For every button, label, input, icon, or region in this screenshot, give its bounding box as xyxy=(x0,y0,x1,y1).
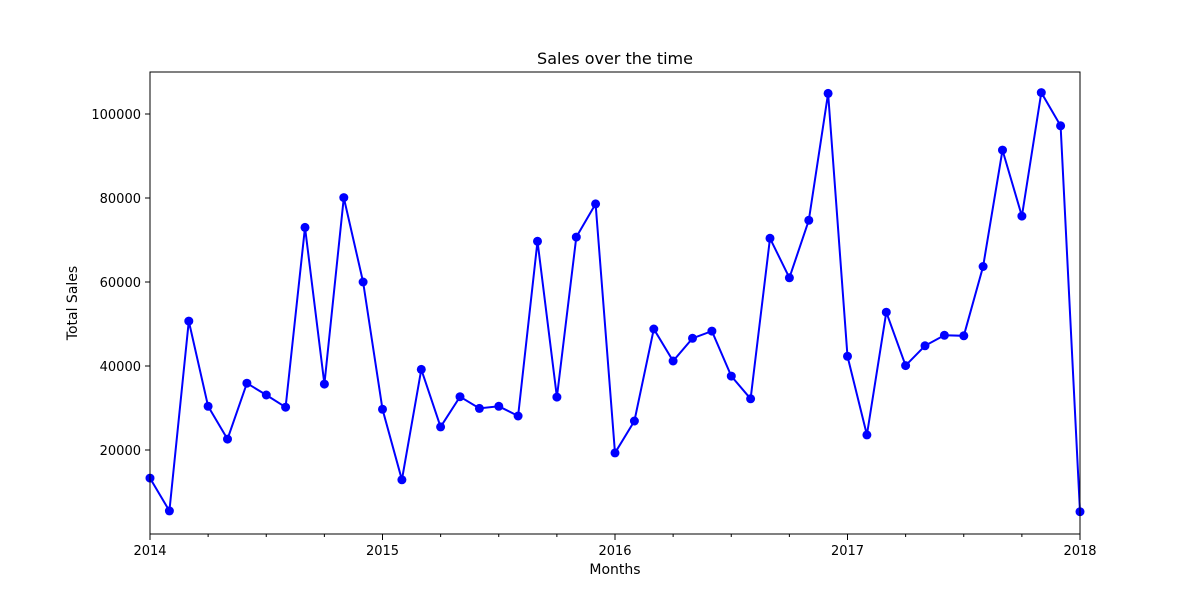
data-point xyxy=(242,378,252,388)
data-point xyxy=(494,401,504,411)
data-point xyxy=(571,232,581,242)
data-point xyxy=(1056,121,1066,131)
data-point xyxy=(455,392,465,402)
data-point xyxy=(901,361,911,371)
data-point xyxy=(533,236,542,246)
data-point xyxy=(707,326,717,336)
data-point xyxy=(203,401,213,411)
data-point xyxy=(319,379,329,389)
data-point xyxy=(416,364,426,374)
data-point xyxy=(378,404,387,414)
data-point xyxy=(1017,211,1027,221)
y-tick-label: 20000 xyxy=(100,444,141,459)
data-point xyxy=(746,394,756,404)
plot-frame xyxy=(149,71,1081,535)
data-point xyxy=(474,403,484,413)
y-tick-label: 80000 xyxy=(100,192,141,207)
y-tick-label: 60000 xyxy=(100,276,141,291)
data-point xyxy=(998,145,1007,155)
x-tick-label: 2015 xyxy=(366,544,399,559)
y-axis-ticks: 20000 40000 60000 80000 100000 xyxy=(91,108,150,459)
x-axis-ticks: 2014 2015 2016 2017 2018 xyxy=(133,534,1097,559)
data-point xyxy=(591,199,601,209)
data-point xyxy=(978,262,988,271)
data-point xyxy=(164,506,174,516)
y-axis-label: Total Sales xyxy=(65,266,81,341)
data-point xyxy=(688,333,697,343)
data-point xyxy=(358,277,368,287)
data-point xyxy=(862,430,872,440)
data-point xyxy=(843,351,852,361)
data-point xyxy=(339,193,349,203)
y-tick-label: 100000 xyxy=(91,108,141,123)
chart-title: Sales over the time xyxy=(537,49,693,68)
data-point xyxy=(784,273,794,283)
x-tick-label: 2014 xyxy=(133,544,166,559)
data-point xyxy=(920,341,930,351)
sales-data-points xyxy=(145,88,1085,517)
data-point xyxy=(184,316,194,326)
data-point xyxy=(726,371,736,381)
data-point xyxy=(436,422,446,432)
data-point xyxy=(765,233,775,243)
data-point xyxy=(261,390,271,400)
x-tick-label: 2016 xyxy=(598,544,631,559)
data-point xyxy=(804,215,814,225)
data-point xyxy=(281,402,291,412)
data-point xyxy=(629,416,639,426)
x-tick-label: 2018 xyxy=(1063,544,1096,559)
data-point xyxy=(959,331,969,341)
data-point xyxy=(610,448,620,458)
data-point xyxy=(649,324,659,334)
y-tick-label: 40000 xyxy=(100,360,141,375)
data-point xyxy=(881,307,891,317)
x-tick-label: 2017 xyxy=(831,544,864,559)
data-point xyxy=(300,222,310,232)
data-point xyxy=(1036,88,1046,98)
data-point xyxy=(939,330,949,340)
data-point xyxy=(668,356,678,366)
data-point xyxy=(823,88,833,98)
data-point xyxy=(552,392,562,402)
data-point xyxy=(223,434,232,444)
data-point xyxy=(397,475,407,485)
data-point xyxy=(513,411,523,421)
x-axis-label: Months xyxy=(589,562,640,578)
